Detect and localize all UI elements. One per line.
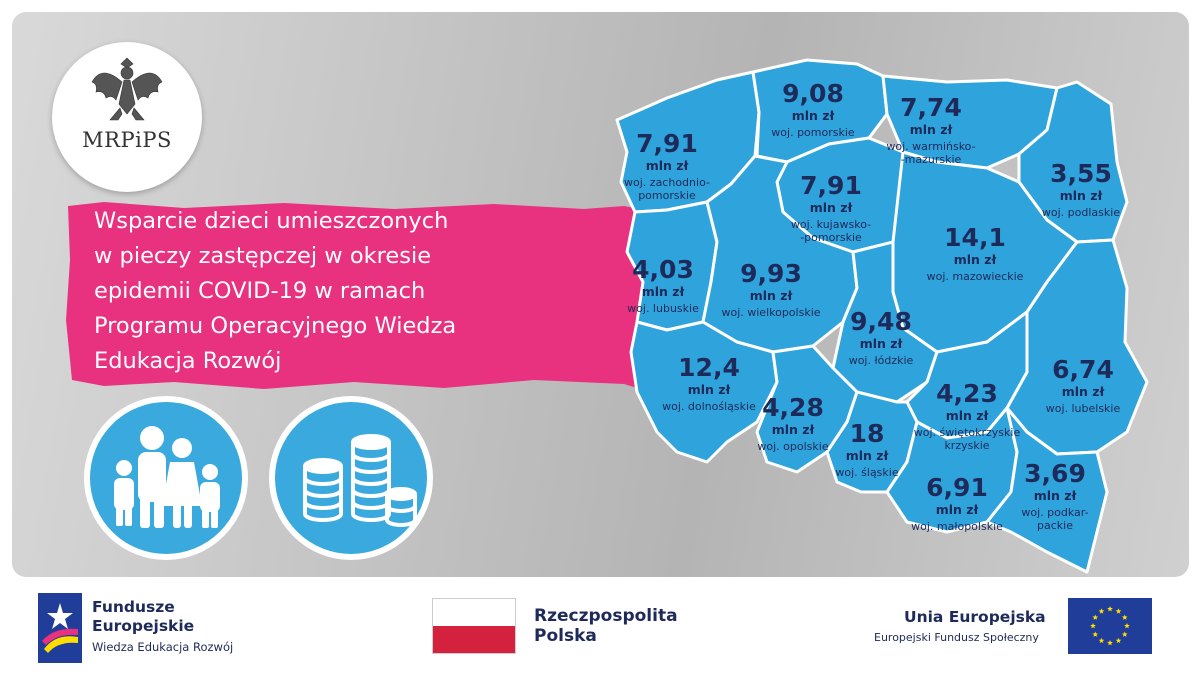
- eu-star-icon: [1098, 608, 1105, 614]
- eu-star-icon: [1124, 623, 1130, 629]
- headline-line: Wsparcie dzieci umieszczonych: [94, 208, 449, 234]
- eu-star-icon: [1115, 608, 1122, 614]
- fe-title-1: Fundusze: [92, 598, 175, 616]
- region-name: woj. kujawsko-: [791, 218, 871, 231]
- region-value: 9,48: [850, 307, 912, 336]
- region-unit: mln zł: [688, 382, 731, 397]
- region-name: woj. wielkopolskie: [721, 306, 820, 319]
- eu-star-icon: [1115, 637, 1122, 644]
- region-value: 18: [850, 419, 885, 448]
- region-unit: mln zł: [772, 422, 815, 437]
- polish-flag-icon: [432, 598, 516, 654]
- infographic-card: MRPiPS Wsparcie dzieci umieszczonych w p…: [12, 12, 1189, 577]
- region-unit: mln zł: [1034, 488, 1077, 503]
- region-name: -mazurskie: [901, 153, 962, 166]
- region-unit: mln zł: [954, 252, 997, 267]
- eu-star-icon: [1092, 631, 1099, 637]
- region-name: pomorskie: [638, 189, 696, 202]
- headline-line: w pieczy zastępczej w okresie: [94, 243, 432, 269]
- region-value: 3,69: [1024, 459, 1086, 488]
- region-unit: mln zł: [860, 336, 903, 351]
- ministry-logo: MRPiPS: [52, 42, 202, 192]
- eu-star-icon: [1107, 640, 1113, 646]
- region-value: 9,93: [740, 259, 802, 288]
- region-name: krzyskie: [944, 439, 989, 452]
- region-value: 7,74: [900, 93, 962, 122]
- region-name: woj. lubuskie: [627, 302, 699, 315]
- region-name: woj. podlaskie: [1042, 206, 1120, 219]
- region-unit: mln zł: [846, 448, 889, 463]
- rp-title-2: Polska: [534, 626, 597, 646]
- region-value: 14,1: [944, 223, 1006, 252]
- eu-star-icon: [1090, 623, 1096, 629]
- region-unit: mln zł: [750, 288, 793, 303]
- eagle-emblem-icon: [91, 57, 163, 121]
- region-value: 3,55: [1050, 159, 1112, 188]
- eu-flag-icon: [1068, 598, 1152, 654]
- region-unit: mln zł: [910, 122, 953, 137]
- region-unit: mln zł: [646, 158, 689, 173]
- region-unit: mln zł: [1060, 188, 1103, 203]
- region-name: woj. łódzkie: [849, 354, 914, 367]
- headline-text: Wsparcie dzieci umieszczonych w pieczy z…: [94, 204, 594, 379]
- headline-line: Programu Operacyjnego Wiedza: [94, 313, 457, 339]
- region-value: 7,91: [636, 129, 698, 158]
- region-podkarpackie: [985, 406, 1109, 574]
- ue-title: Unia Europejska: [904, 608, 1046, 626]
- region-value: 4,28: [762, 393, 824, 422]
- region-name: woj. lubelskie: [1046, 402, 1121, 415]
- region-dolnoslaskie: [629, 320, 779, 464]
- region-name: woj. pomorskie: [771, 126, 855, 139]
- eu-star-icon: [1098, 637, 1105, 644]
- region-name: woj. śląskie: [835, 466, 898, 479]
- ue-subtitle: Europejski Fundusz Społeczny: [874, 631, 1039, 644]
- region-unit: mln zł: [642, 284, 685, 299]
- rp-title-1: Rzeczpospolita: [534, 606, 678, 626]
- region-name: woj. świętokrzyskie: [914, 426, 1021, 439]
- eu-star-icon: [1092, 614, 1099, 620]
- region-unit: mln zł: [946, 408, 989, 423]
- region-name: woj. opolskie: [757, 440, 828, 453]
- region-value: 7,91: [800, 171, 862, 200]
- family-icon: [84, 396, 248, 560]
- region-value: 9,08: [782, 79, 844, 108]
- region-name: woj. podkar-: [1021, 506, 1088, 519]
- fe-subtitle: Wiedza Edukacja Rozwój: [92, 640, 234, 654]
- region-value: 4,23: [936, 379, 998, 408]
- region-value: 6,74: [1052, 355, 1114, 384]
- region-value: 4,03: [632, 255, 694, 284]
- region-value: 12,4: [678, 353, 740, 382]
- fe-title-2: Europejskie: [92, 617, 195, 635]
- eu-star-icon: [1107, 606, 1113, 612]
- region-name: packie: [1037, 519, 1073, 532]
- eu-star-icon: [1121, 614, 1128, 620]
- eu-star-icon: [1121, 631, 1128, 637]
- ministry-logo-text: MRPiPS: [82, 128, 172, 152]
- region-name: -pomorskie: [800, 231, 862, 244]
- region-name: woj. warmińsko-: [886, 140, 975, 153]
- region-name: woj. małopolskie: [911, 520, 1003, 533]
- headline-line: Edukacja Rozwój: [94, 348, 282, 374]
- region-unit: mln zł: [936, 502, 979, 517]
- region-name: woj. mazowieckie: [927, 270, 1024, 283]
- region-unit: mln zł: [1062, 384, 1105, 399]
- headline-line: epidemii COVID-19 w ramach: [94, 278, 426, 304]
- coins-icon: [269, 396, 433, 560]
- region-value: 6,91: [926, 473, 988, 502]
- fundusze-europejskie-icon: [38, 593, 82, 663]
- region-lodzkie: [831, 240, 939, 404]
- region-name: woj. dolnośląskie: [662, 400, 756, 413]
- region-unit: mln zł: [792, 108, 835, 123]
- region-name: woj. zachodnio-: [624, 176, 710, 189]
- region-unit: mln zł: [810, 200, 853, 215]
